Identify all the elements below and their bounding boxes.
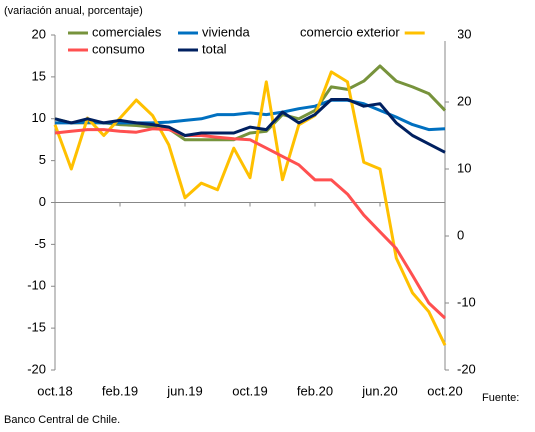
y-tick-label: 0 [39, 194, 46, 209]
series-line [54, 64, 447, 142]
legend-label: consumo [92, 41, 145, 56]
legend-label: comerciales [92, 24, 162, 39]
series-line [53, 70, 447, 346]
y2-tick-label: -20 [457, 361, 476, 376]
y-tick-label: -20 [27, 361, 46, 376]
legend-label: vivienda [202, 24, 250, 39]
x-tick-label: feb.19 [102, 383, 138, 398]
y-tick-label: 10 [32, 110, 46, 125]
y-tick-label: -15 [27, 320, 46, 335]
y-tick-label: 15 [32, 68, 46, 83]
y2-tick-label: 0 [457, 227, 464, 242]
legend-label: total [202, 41, 227, 56]
x-tick-label: jun.20 [361, 383, 397, 398]
y-tick-label: -5 [34, 236, 46, 251]
y2-tick-label: 10 [457, 160, 471, 175]
y2-tick-label: 20 [457, 93, 471, 108]
y2-tick-label: 30 [457, 26, 471, 41]
legend-label: comercio exterior [300, 24, 400, 39]
y2-tick-label: -10 [457, 294, 476, 309]
y-tick-label: 20 [32, 26, 46, 41]
series-line [55, 98, 446, 132]
source: Banco Central de Chile. [4, 414, 120, 426]
x-tick-label: jun.19 [166, 383, 202, 398]
y-tick-label: 5 [39, 152, 46, 167]
x-tick-label: feb.20 [297, 383, 333, 398]
x-tick-label: oct.20 [427, 383, 462, 398]
series-line [54, 98, 446, 154]
legend-background [298, 25, 458, 41]
legend-background [68, 25, 168, 41]
source-label: Fuente: [482, 392, 519, 404]
legend-background [178, 25, 278, 41]
y-tick-label: -10 [27, 278, 46, 293]
subtitle: (variación anual, porcentaje) [4, 5, 143, 17]
x-tick-label: oct.18 [37, 383, 72, 398]
legend-background [178, 42, 278, 58]
legend-background [68, 42, 168, 58]
x-tick-label: oct.19 [232, 383, 267, 398]
series-line [54, 127, 447, 320]
